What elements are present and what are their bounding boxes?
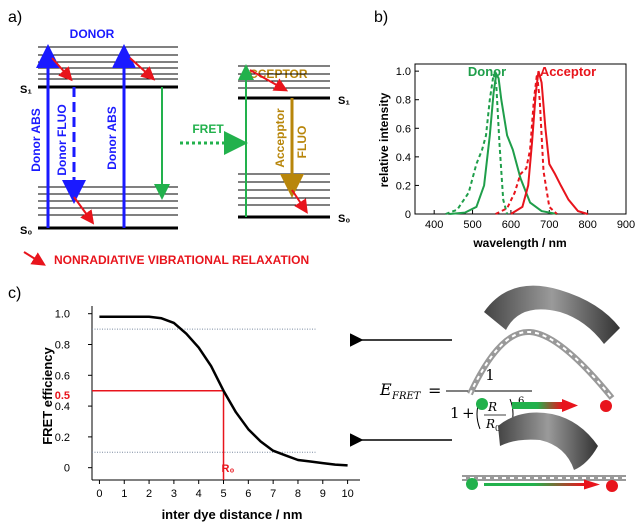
acceptor-fluo-label-2: FLUO bbox=[295, 126, 309, 159]
panel-b-x-tick-label: 500 bbox=[463, 219, 481, 231]
donor-abs-label-1: Donor ABS bbox=[29, 108, 43, 172]
donor-title: DONOR bbox=[70, 27, 115, 41]
panel-c-y-tick-label: 0.2 bbox=[55, 432, 70, 444]
panel-b-series bbox=[445, 70, 588, 215]
equation-numerator: 1 bbox=[485, 366, 495, 384]
equation-r: R bbox=[487, 400, 497, 414]
donor-annotation: Donor bbox=[468, 64, 506, 79]
panel-c-x-tick-label: 7 bbox=[270, 488, 276, 500]
spectrum-acceptor-solid bbox=[510, 70, 588, 215]
panel-c-x-tick-label: 3 bbox=[171, 488, 177, 500]
panel-b-y-tick-label: 0.2 bbox=[396, 180, 411, 192]
half-efficiency-label: 0.5 bbox=[55, 390, 70, 402]
panel-b-x-tick-label: 800 bbox=[578, 219, 596, 231]
panel-c-y-tick-label: 0.8 bbox=[55, 339, 70, 351]
panel-c-x-tick-label: 1 bbox=[121, 488, 127, 500]
panel-b-y-tick-label: 0 bbox=[405, 209, 411, 221]
r0-label: R₀ bbox=[222, 463, 235, 475]
spectrum-acceptor-dashed bbox=[495, 73, 558, 215]
panel-c-ylabel: FRET efficiency bbox=[40, 346, 55, 444]
panel-c-label: c) bbox=[8, 285, 21, 302]
panel-a: a) DONOR ACCEPTOR S₁ S₀ bbox=[8, 9, 350, 267]
panel-c-x-tick-label: 5 bbox=[220, 488, 226, 500]
panel-c-y-tick-label: 0.4 bbox=[55, 401, 70, 413]
panel-c-x-tick-label: 0 bbox=[96, 488, 102, 500]
equation-r0-sub: 0 bbox=[495, 424, 500, 433]
bent-dna-helix bbox=[467, 328, 615, 400]
acceptor-dye-top bbox=[600, 400, 612, 412]
panel-c-y-tick-label: 0.6 bbox=[55, 370, 70, 382]
fret-efficiency-curve bbox=[99, 315, 348, 467]
donor-dye-top bbox=[476, 398, 488, 410]
panel-c-x-tick-label: 9 bbox=[320, 488, 326, 500]
panel-b-y-tick-label: 1.0 bbox=[396, 66, 411, 78]
relaxation-arrows bbox=[23, 57, 308, 266]
acceptor-dye-bottom bbox=[606, 480, 618, 492]
bent-dna-illustration bbox=[467, 285, 620, 412]
panel-b-xlabel: wavelength / nm bbox=[472, 236, 566, 250]
panel-b-y-tick-label: 0.4 bbox=[396, 152, 411, 164]
panel-c-series bbox=[99, 315, 348, 467]
panel-c-y-tick-label: 1.0 bbox=[55, 309, 70, 321]
panel-b-frame bbox=[414, 63, 627, 215]
panel-c-x-tick-label: 6 bbox=[245, 488, 251, 500]
panel-b-axes: 400 500 600 700 800 900 0 0.2 0.4 0.6 0.8 1.0 bbox=[396, 66, 635, 231]
transfer-ribbon-bottom bbox=[484, 483, 584, 486]
panel-c-xlabel: inter dye distance / nm bbox=[162, 507, 303, 522]
panel-b: b) 400 500 600 700 800 900 0 0.2 0.4 0.6 0.8 1.0 Do… bbox=[374, 9, 635, 250]
acceptor-s1-label: S₁ bbox=[338, 95, 350, 107]
equation-one: 1 bbox=[450, 404, 460, 422]
acceptor-s0-label: S₀ bbox=[338, 213, 350, 225]
panel-c-x-tick-label: 8 bbox=[295, 488, 301, 500]
panel-c-y-tick-label: 0 bbox=[64, 463, 70, 475]
panel-b-y-tick-label: 0.8 bbox=[396, 95, 411, 107]
donor-s0-label: S₀ bbox=[20, 225, 32, 237]
acceptor-annotation: Acceptor bbox=[540, 64, 596, 79]
equation-exponent: 6 bbox=[518, 396, 524, 407]
panel-c-x-tick-label: 2 bbox=[146, 488, 152, 500]
panel-c-ticks: 0 1 2 3 4 5 6 7 8 9 10 0 0.2 0.4 0.6 0.8 1.0 bbox=[55, 309, 354, 500]
protein-clamp-bottom bbox=[498, 412, 598, 470]
panel-c-x-tick-label: 10 bbox=[341, 488, 353, 500]
panel-b-x-tick-label: 600 bbox=[502, 219, 520, 231]
donor-fluo-label: Donor FLUO bbox=[55, 104, 69, 175]
fret-label: FRET bbox=[192, 122, 224, 136]
equation-lhs-sub: FRET bbox=[391, 391, 422, 402]
transfer-ribbon-top bbox=[512, 402, 562, 409]
spectrum-donor-dashed bbox=[445, 73, 509, 215]
equation-equals: = bbox=[428, 381, 441, 400]
acceptor-fluo-label-1: Accepptor bbox=[273, 108, 287, 168]
straight-dna-illustration bbox=[462, 412, 626, 492]
protein-clamp-top bbox=[484, 285, 620, 344]
panel-c-r0-marker bbox=[92, 389, 225, 480]
panel-a-label: a) bbox=[8, 9, 22, 26]
panel-b-y-tick-label: 0.6 bbox=[396, 123, 411, 135]
relaxation-legend: NONRADIATIVE VIBRATIONAL RELAXATION bbox=[54, 253, 309, 267]
equation-r0: R bbox=[485, 417, 495, 431]
fret-equation: E FRET = 1 1 + R R 0 6 bbox=[379, 366, 532, 433]
panel-b-x-tick-label: 700 bbox=[540, 219, 558, 231]
donor-abs-label-2: Donor ABS bbox=[105, 106, 119, 170]
donor-dye-bottom bbox=[466, 478, 478, 490]
panel-c-x-tick-label: 4 bbox=[196, 488, 202, 500]
panel-b-x-tick-label: 400 bbox=[425, 219, 443, 231]
panel-b-label: b) bbox=[374, 9, 388, 26]
equation-plus: + bbox=[462, 404, 475, 422]
panel-b-ylabel: relative intensity bbox=[377, 92, 391, 187]
equation-lhs: E bbox=[379, 380, 392, 399]
panel-b-x-tick-label: 900 bbox=[617, 219, 635, 231]
donor-s1-label: S₁ bbox=[20, 84, 32, 96]
spectrum-donor-solid bbox=[449, 70, 558, 215]
